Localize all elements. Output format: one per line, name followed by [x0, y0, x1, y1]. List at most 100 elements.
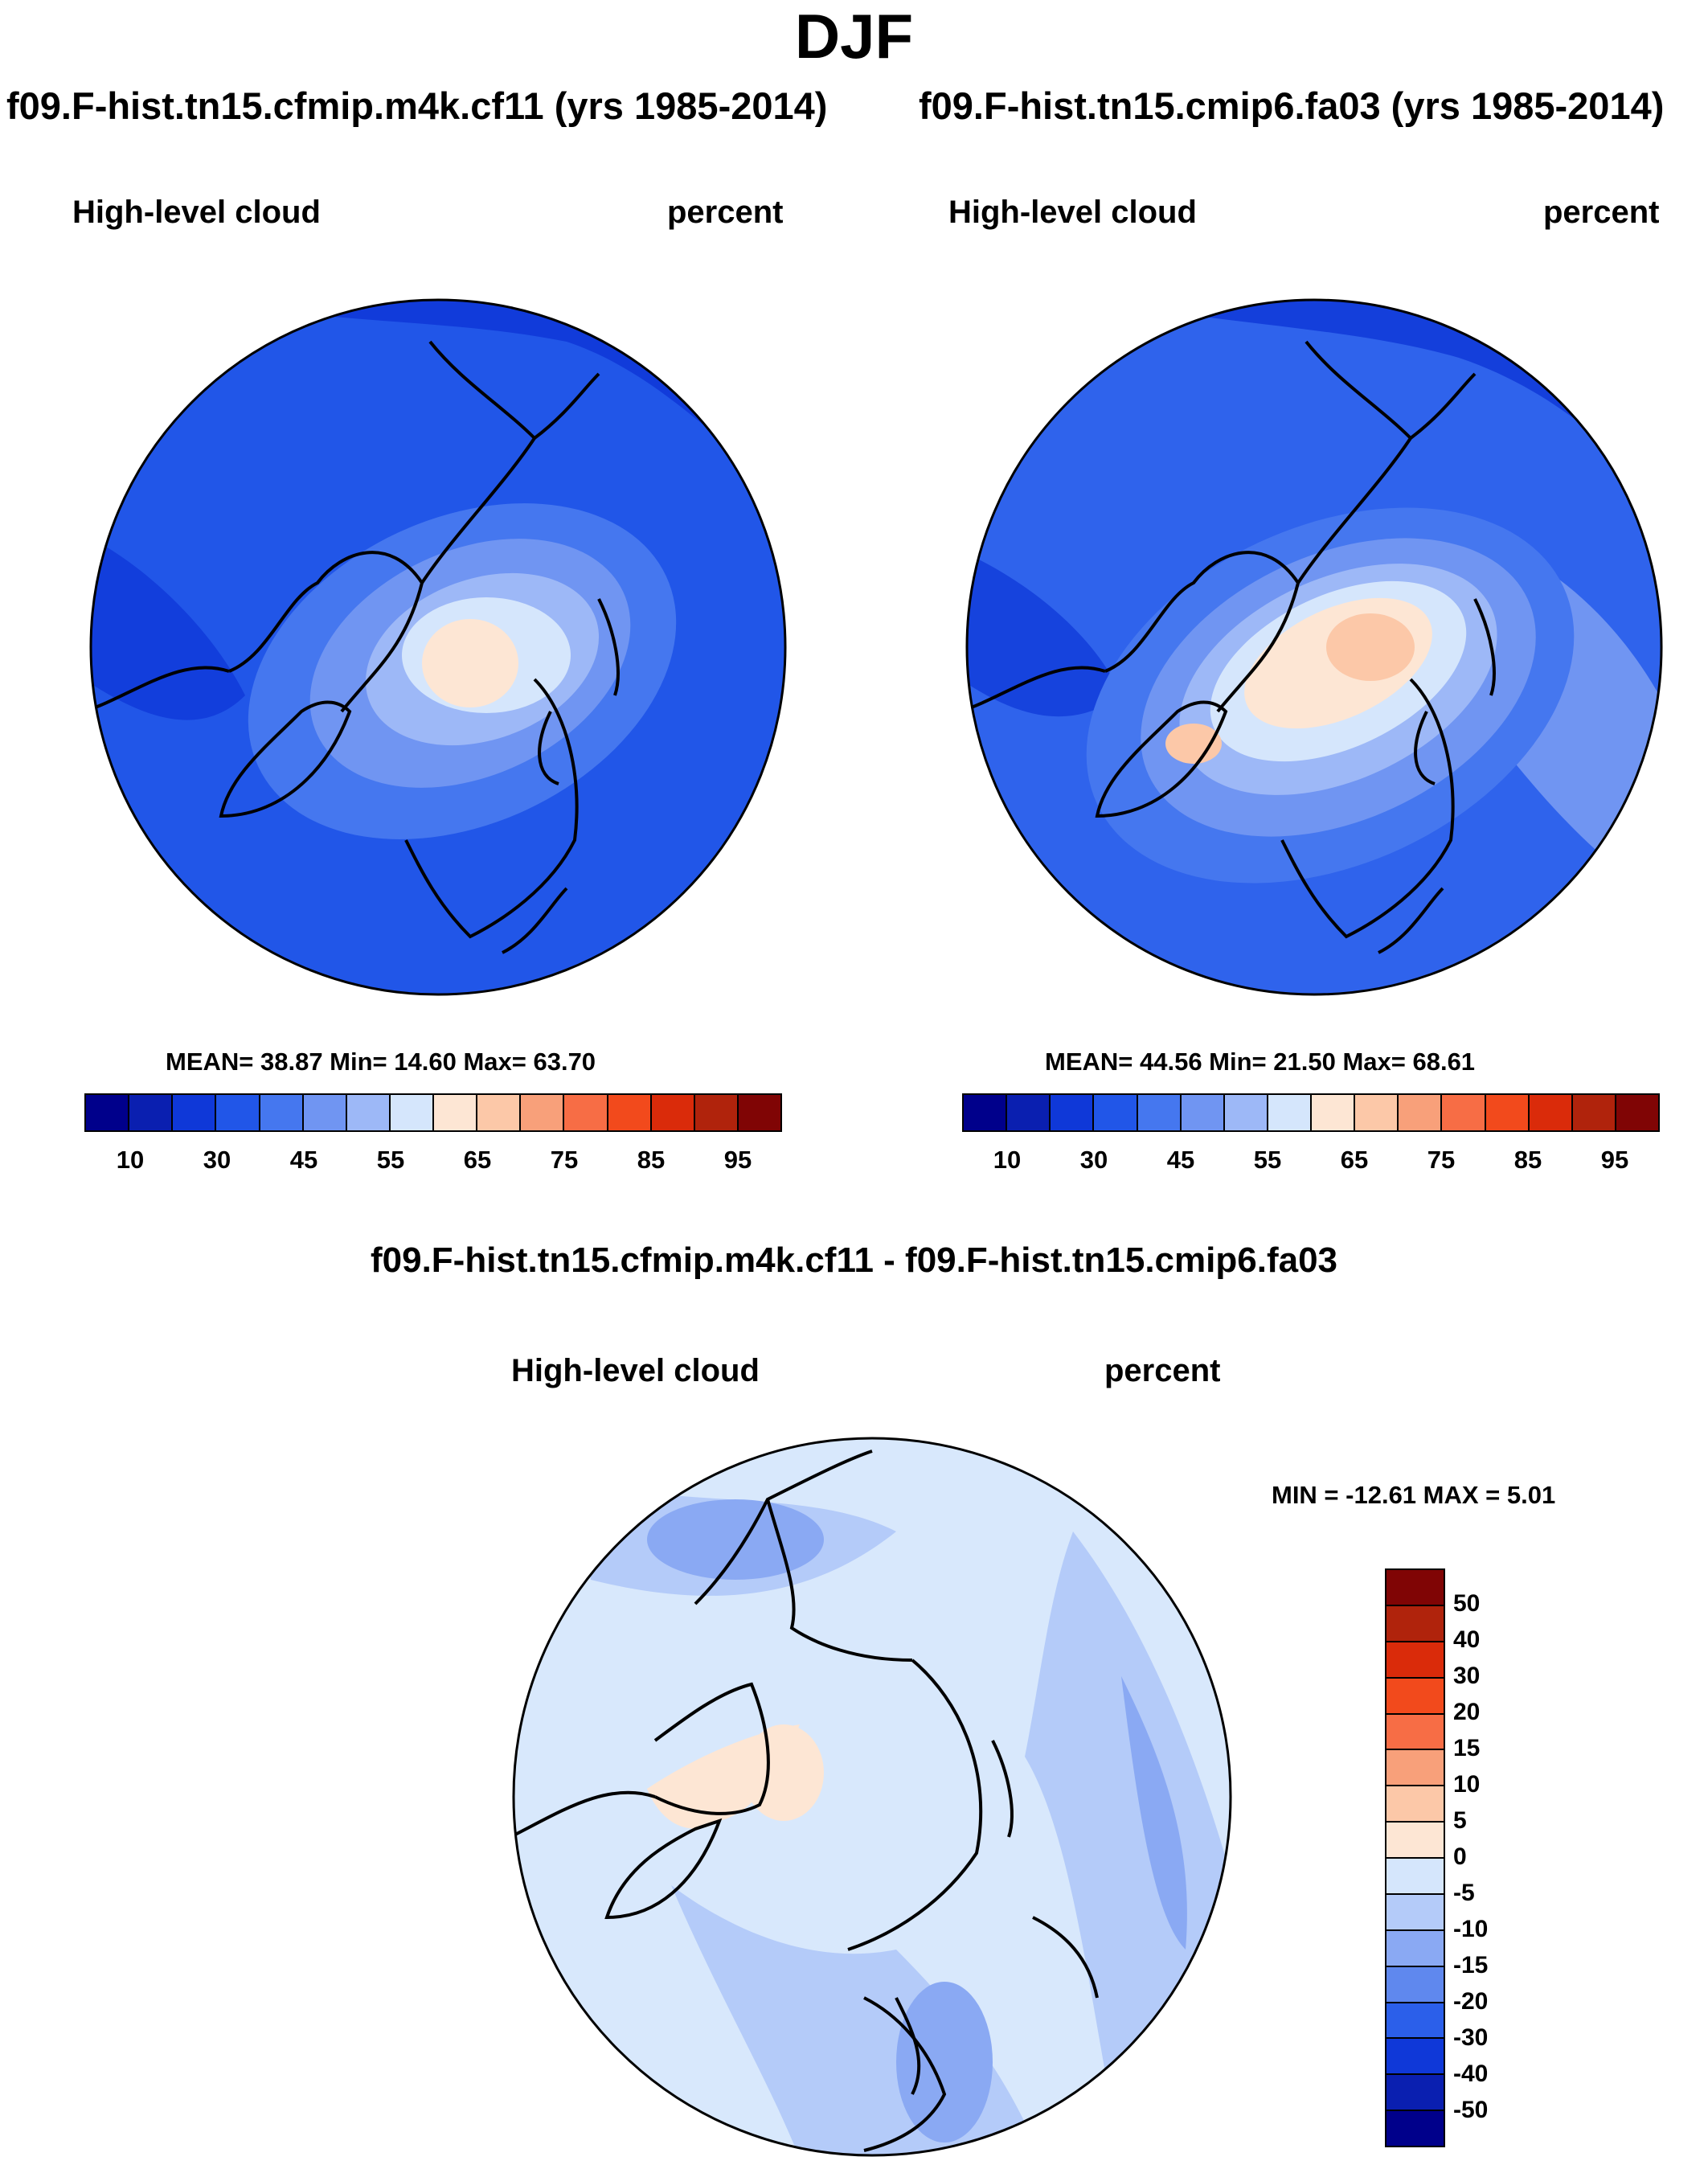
panel-1-polar-map	[89, 298, 787, 996]
colorbar-tick: -30	[1453, 2024, 1489, 2051]
colorbar-cell	[1386, 1750, 1444, 1787]
colorbar-tick: 30	[1453, 1663, 1481, 1689]
panel-3-colorbar	[1385, 1568, 1445, 2147]
colorbar-cell	[1137, 1095, 1182, 1130]
colorbar-cell	[738, 1095, 780, 1130]
panel-2-polar-map	[965, 298, 1663, 996]
colorbar-tick: 10	[116, 1146, 145, 1174]
colorbar-cell	[1181, 1095, 1225, 1130]
colorbar-tick: 45	[289, 1146, 318, 1174]
panel-3-coastlines	[514, 1449, 1099, 2152]
panel-1-units: percent	[667, 195, 784, 230]
colorbar-cell	[1386, 1786, 1444, 1823]
colorbar-cell	[1386, 1966, 1444, 2003]
colorbar-tick: 75	[1427, 1146, 1456, 1174]
colorbar-cell	[434, 1095, 478, 1130]
colorbar-cell	[694, 1095, 739, 1130]
colorbar-cell	[216, 1095, 260, 1130]
colorbar-cell	[1386, 2039, 1444, 2076]
panel-2-coastlines	[967, 340, 1496, 954]
diff-panel-title: f09.F-hist.tn15.cfmip.m4k.cf11 - f09.F-h…	[370, 1240, 1338, 1280]
panel-2-low-cloud-west	[967, 551, 1121, 717]
colorbar-tick: 0	[1453, 1843, 1467, 1870]
colorbar-cell	[1224, 1095, 1268, 1130]
panel-2-variable: High-level cloud	[948, 195, 1197, 230]
colorbar-cell	[1051, 1095, 1095, 1130]
colorbar-cell	[1268, 1095, 1312, 1130]
colorbar-tick: 85	[1513, 1146, 1542, 1174]
colorbar-tick: 65	[463, 1146, 492, 1174]
colorbar-cell	[1386, 1859, 1444, 1895]
colorbar-tick: 50	[1453, 1590, 1481, 1617]
colorbar-tick: 45	[1166, 1146, 1195, 1174]
colorbar-tick: 40	[1453, 1626, 1481, 1653]
panel-1-stats: MEAN= 38.87 Min= 14.60 Max= 63.70	[166, 1048, 596, 1076]
panel-3-minus10-east	[1121, 1676, 1187, 1950]
colorbar-tick: 55	[1253, 1146, 1282, 1174]
panel-2-units: percent	[1543, 195, 1660, 230]
colorbar-tick: 95	[1600, 1146, 1629, 1174]
colorbar-cell	[608, 1095, 652, 1130]
panel-1-low-cloud-west	[91, 535, 245, 720]
panel-2-stats: MEAN= 44.56 Min= 21.50 Max= 68.61	[1045, 1048, 1476, 1076]
colorbar-cell	[1572, 1095, 1616, 1130]
colorbar-cell	[1386, 2075, 1444, 2112]
colorbar-cell	[1485, 1095, 1530, 1130]
colorbar-tick: 85	[637, 1146, 666, 1174]
colorbar-cell	[1386, 1642, 1444, 1679]
colorbar-tick: -5	[1453, 1880, 1475, 1906]
colorbar-tick: 55	[376, 1146, 405, 1174]
colorbar-cell	[1386, 1570, 1444, 1606]
panel-3-minus10-scandinavia	[896, 1982, 993, 2142]
colorbar-cell	[346, 1095, 391, 1130]
colorbar-tick: 20	[1453, 1699, 1481, 1725]
colorbar-cell	[173, 1095, 217, 1130]
colorbar-cell	[1386, 1678, 1444, 1715]
colorbar-cell	[1312, 1095, 1356, 1130]
panel-1-title: f09.F-hist.tn15.cfmip.m4k.cf11 (yrs 1985…	[6, 84, 828, 127]
colorbar-tick: 5	[1453, 1807, 1467, 1834]
colorbar-cell	[964, 1095, 1008, 1130]
colorbar-cell	[1386, 2111, 1444, 2146]
colorbar-cell	[564, 1095, 608, 1130]
panel-1-variable: High-level cloud	[72, 195, 321, 230]
colorbar-tick: -20	[1453, 1988, 1489, 2015]
colorbar-cell	[390, 1095, 434, 1130]
colorbar-cell	[651, 1095, 695, 1130]
colorbar-cell	[1386, 1930, 1444, 1967]
colorbar-tick: 65	[1340, 1146, 1369, 1174]
colorbar-tick: 15	[1453, 1735, 1481, 1761]
colorbar-tick: -10	[1453, 1916, 1489, 1942]
colorbar-cell	[1529, 1095, 1573, 1130]
panel-2-contour-70-b	[1165, 724, 1222, 764]
panel-3-units: percent	[1104, 1353, 1221, 1388]
colorbar-cell	[1386, 1714, 1444, 1751]
colorbar-tick: -15	[1453, 1952, 1489, 1978]
panel-2-contour-70-a	[1326, 613, 1415, 681]
colorbar-cell	[1386, 1605, 1444, 1642]
colorbar-tick: 75	[550, 1146, 579, 1174]
colorbar-tick: 95	[723, 1146, 752, 1174]
colorbar-cell	[1355, 1095, 1399, 1130]
colorbar-cell	[1386, 1894, 1444, 1931]
colorbar-tick: 30	[1079, 1146, 1108, 1174]
colorbar-cell	[1386, 2003, 1444, 2040]
panel-1-coastlines	[91, 340, 620, 954]
colorbar-tick: -40	[1453, 2060, 1489, 2087]
panel-2-title: f09.F-hist.tn15.cmip6.fa03 (yrs 1985-201…	[919, 84, 1665, 127]
colorbar-tick: 10	[993, 1146, 1022, 1174]
panel-1-contour-65	[422, 619, 518, 707]
colorbar-cell	[86, 1095, 130, 1130]
colorbar-cell	[477, 1095, 522, 1130]
colorbar-cell	[1094, 1095, 1138, 1130]
panel-3-variable: High-level cloud	[511, 1353, 760, 1388]
panel-2-colorbar	[962, 1093, 1660, 1132]
colorbar-tick: 30	[203, 1146, 231, 1174]
figure-title: DJF	[794, 1, 914, 72]
panel-3-polar-map	[512, 1437, 1232, 2157]
colorbar-cell	[1399, 1095, 1443, 1130]
colorbar-cell	[1386, 1823, 1444, 1859]
colorbar-cell	[521, 1095, 565, 1130]
panel-3-minus10-north	[647, 1499, 824, 1580]
panel-3-stats: MIN = -12.61 MAX = 5.01	[1272, 1481, 1556, 1509]
